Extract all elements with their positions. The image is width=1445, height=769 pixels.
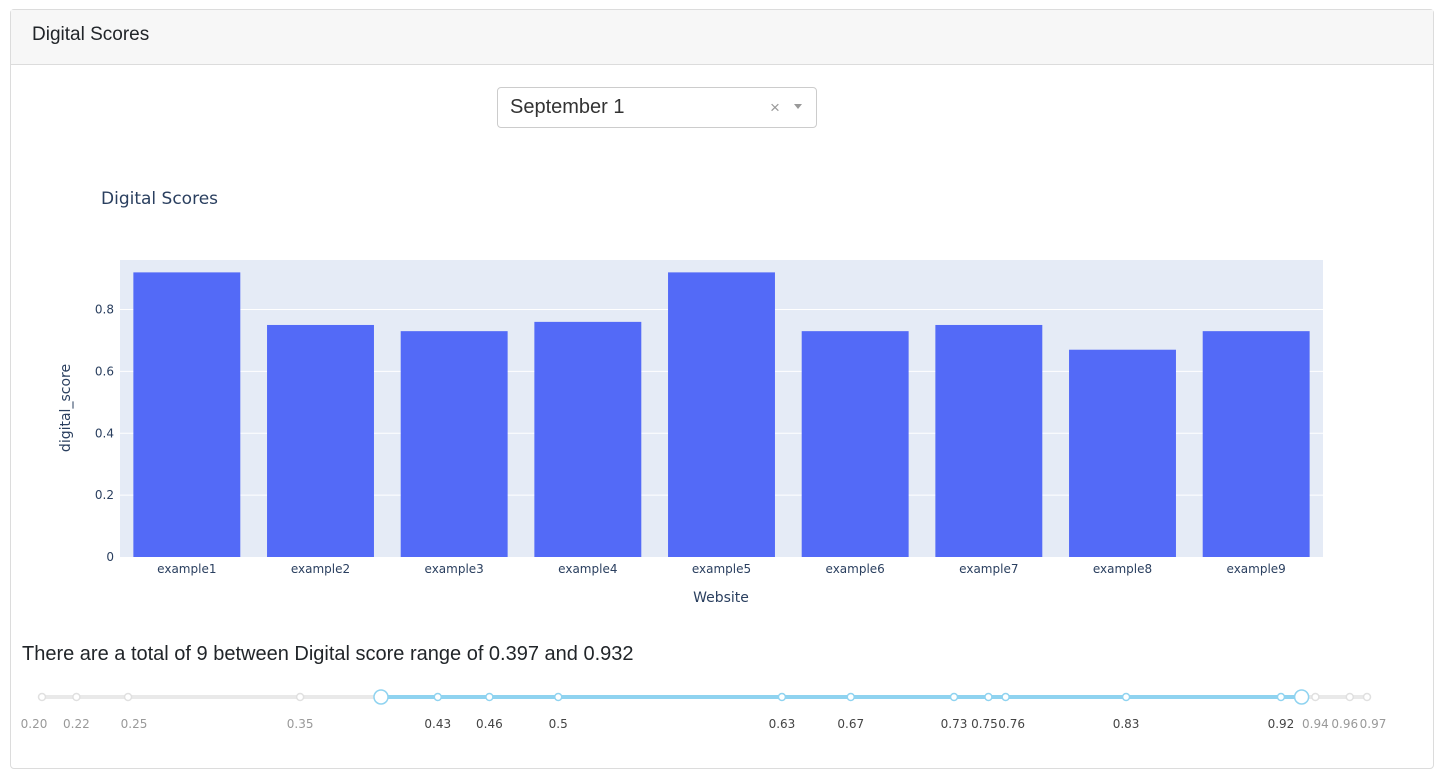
slider-mark-label[interactable]: 0.43 [424,717,451,731]
slider-mark-label[interactable]: 0.25 [121,717,148,731]
slider-mark-label[interactable]: 0.63 [769,717,796,731]
slider-mark-dot[interactable] [1276,692,1286,702]
card-header: Digital Scores [11,10,1433,65]
slider-mark-label[interactable]: 0.94 [1302,717,1329,731]
x-tick-label: example7 [959,562,1018,576]
slider-mark-label[interactable]: 0.83 [1113,717,1140,731]
slider-mark-dot[interactable] [37,692,47,702]
bar-example1[interactable] [133,272,241,557]
slider-mark-dot[interactable] [123,692,133,702]
y-tick-label: 0.8 [95,303,114,317]
clear-icon[interactable]: × [770,98,780,117]
x-tick-label: example2 [291,562,350,576]
y-tick-label: 0.6 [95,364,114,378]
x-tick-label: example1 [157,562,216,576]
slider-mark-dot[interactable] [949,692,959,702]
y-tick-label: 0.2 [95,488,114,502]
y-tick-label: 0 [106,550,114,564]
x-tick-label: example9 [1227,562,1286,576]
slider-handle-low[interactable] [373,689,389,705]
slider-mark-label[interactable]: 0.20 [21,717,48,731]
bar-example5[interactable] [668,272,775,557]
x-tick-label: example3 [425,562,484,576]
slider-mark-label[interactable]: 0.35 [287,717,314,731]
slider-mark-label[interactable]: 0.46 [476,717,503,731]
slider-mark-dot[interactable] [1311,692,1320,702]
slider-mark-label[interactable]: 0.92 [1268,717,1295,731]
bar-example7[interactable] [935,324,1043,557]
bar-chart: Digital Scores 0 0.2 0.4 0.6 0.8 example1 exa… [58,189,1323,606]
slider-mark-dot[interactable] [1001,692,1010,702]
slider-mark-label[interactable]: 0.67 [837,717,864,731]
bar-example6[interactable] [801,331,909,557]
chevron-down-icon[interactable] [794,104,802,109]
card-title: Digital Scores [32,24,150,45]
range-summary-text: There are a total of 9 between Digital s… [22,643,634,665]
slider-mark-dot[interactable] [553,692,563,702]
slider-mark-dot[interactable] [295,692,305,702]
bar-example9[interactable] [1202,331,1310,557]
y-axis-label: digital_score [58,364,74,452]
slider-mark-label[interactable]: 0.96 [1331,717,1358,731]
bar-example3[interactable] [400,331,508,557]
slider-mark-dot[interactable] [72,692,81,702]
x-tick-label: example8 [1093,562,1152,576]
x-tick-label: example5 [692,562,751,576]
slider-mark-dot[interactable] [1345,692,1355,702]
slider-handle-high[interactable] [1293,689,1310,705]
x-axis-label: Website [693,590,749,606]
y-tick-label: 0.4 [95,426,114,440]
slider-mark-dot[interactable] [1121,692,1131,702]
slider-mark-label[interactable]: 0.76 [998,717,1025,731]
date-dropdown[interactable]: September 1 × [497,87,817,128]
bar-example8[interactable] [1069,349,1176,557]
slider-mark-dot[interactable] [433,692,443,702]
slider-mark-label[interactable]: 0.73 [941,717,968,731]
chart-title: Digital Scores [101,189,218,209]
x-tick-label: example4 [558,562,617,576]
slider-mark-label[interactable]: 0.5 [549,717,568,731]
x-tick-label: example6 [826,562,885,576]
slider-mark-label[interactable]: 0.97 [1360,717,1387,731]
slider-mark-dot[interactable] [485,692,494,702]
slider-mark-dot[interactable] [1362,692,1372,702]
slider-mark-dot[interactable] [777,692,787,702]
bar-example4[interactable] [534,321,642,557]
range-slider[interactable]: 0.20 0.22 0.25 0.35 0.43 0.46 0.5 0.63 0.67 0.73 0… [0,686,1445,756]
slider-mark-dot[interactable] [846,692,856,702]
dropdown-selected-value: September 1 [510,96,625,118]
bar-example2[interactable] [267,324,374,557]
slider-mark-dot[interactable] [984,692,993,702]
slider-mark-label[interactable]: 0.22 [63,717,90,731]
slider-mark-label[interactable]: 0.75 [971,717,998,731]
